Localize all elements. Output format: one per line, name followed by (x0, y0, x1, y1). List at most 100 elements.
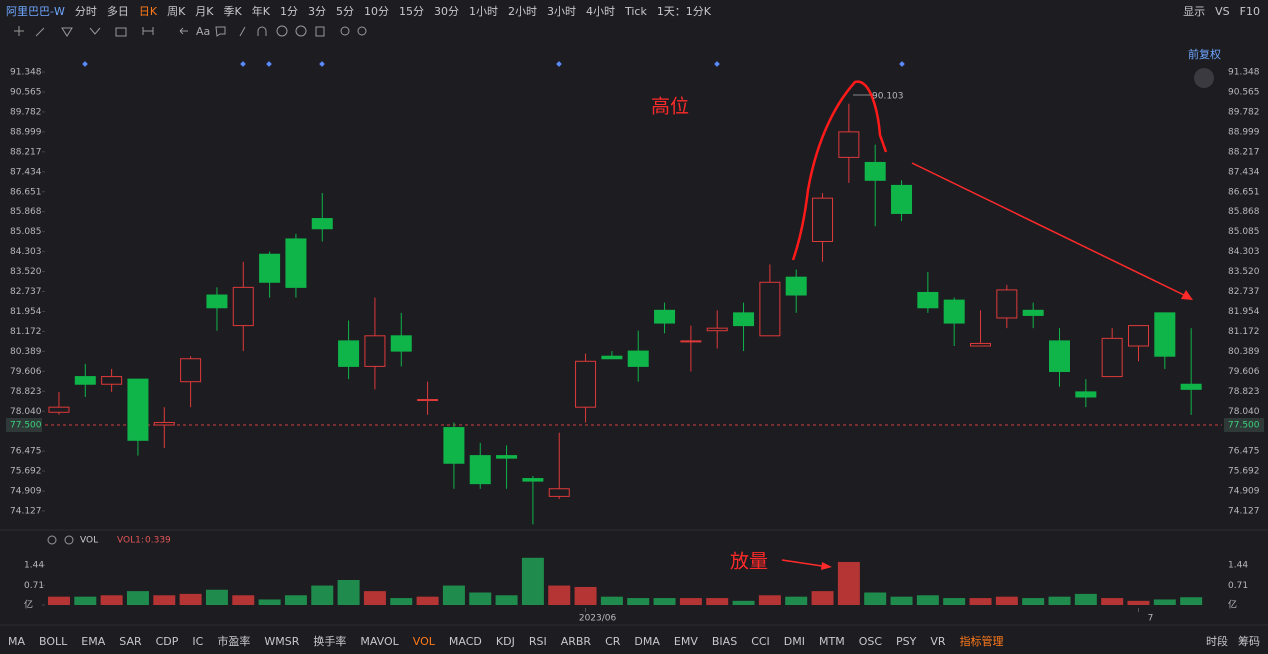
volume-bar (837, 561, 860, 605)
y-tick-label: 91.348 (1228, 68, 1260, 78)
candle-body (654, 309, 676, 324)
volume-bar (1048, 596, 1071, 605)
indicator-tab[interactable]: MTM (819, 634, 845, 648)
volume-tick-label: 0.71 (24, 581, 44, 591)
close-icon[interactable] (64, 535, 74, 545)
y-tick-label: 75.692 (10, 467, 42, 477)
volume-tick-label: 亿 (1228, 599, 1237, 611)
indicator-tab[interactable]: EMA (81, 634, 106, 648)
top-control[interactable]: VS (1215, 4, 1230, 18)
indicator-tab[interactable]: WMSR (264, 634, 300, 648)
y-tick-label: 81.954 (10, 307, 42, 317)
period-tab[interactable]: 1小时 (468, 5, 498, 18)
indicator-tab[interactable]: 换手率 (313, 635, 347, 648)
indicator-tab[interactable]: PSY (896, 634, 917, 648)
volume-bar (600, 596, 623, 605)
y-tick-label: 74.127 (10, 506, 42, 516)
volume-bar (337, 580, 360, 605)
period-tab[interactable]: 年K (251, 5, 270, 18)
indicator-tabs: MA BOLL EMA SAR CDP IC 市盈率 WMSR 换手率 MAVOL VOL MACD K… (0, 628, 1268, 654)
indicator-tab[interactable]: ARBR (560, 634, 592, 648)
candle-body (206, 294, 228, 309)
period-tab[interactable]: 分时 (74, 5, 97, 18)
indicator-tab[interactable]: SAR (119, 634, 142, 648)
indicator-tab[interactable]: BIAS (711, 634, 738, 648)
candle-body (417, 399, 439, 402)
candle-body (1075, 391, 1097, 398)
annotation: 放量 (730, 551, 768, 573)
y-tick-label: 74.909 (1228, 487, 1260, 497)
indicator-tab[interactable]: DMA (634, 634, 660, 648)
candle-body (390, 335, 412, 352)
indicator-tab[interactable]: OSC (858, 634, 883, 648)
volume-bar (574, 586, 597, 605)
candle-body (74, 376, 96, 385)
y-tick-label: 85.085 (1228, 227, 1260, 237)
indicator-tab[interactable]: BOLL (39, 634, 68, 648)
volume-bar (969, 598, 992, 605)
adjust[interactable]: 前复权 (1188, 48, 1221, 61)
y-tick-label: 78.823 (1228, 387, 1260, 397)
period-tab[interactable]: 月K (195, 5, 214, 18)
indicator-tab[interactable]: 指标管理 (959, 635, 1004, 648)
top-control[interactable]: F10 (1239, 4, 1260, 18)
indicator-tab[interactable]: VOL (412, 634, 435, 648)
indicator-tab[interactable]: MAVOL (360, 634, 399, 648)
tab-control[interactable]: 筹码 (1238, 635, 1260, 648)
collapse-button[interactable] (1194, 68, 1214, 88)
indicator-tab[interactable]: CDP (155, 634, 179, 648)
period-tab[interactable]: Tick (624, 4, 647, 18)
period-tab[interactable]: 5分 (335, 5, 354, 18)
period-tab[interactable]: 周K (167, 5, 186, 18)
symbol[interactable]: 阿里巴巴-W (6, 5, 65, 18)
top-control[interactable]: 显示 (1183, 5, 1206, 18)
y-tick-label: 91.348 (10, 68, 42, 78)
event-markers (82, 61, 905, 67)
candle-body (759, 281, 781, 337)
indicator-tab[interactable]: MA (8, 634, 26, 648)
settings-icon[interactable] (47, 535, 57, 545)
period-tab[interactable]: 日K (138, 5, 158, 18)
candle-body (496, 455, 518, 459)
period-tab[interactable]: 3小时 (546, 5, 576, 18)
candle-body (548, 488, 570, 497)
y-tick-label: 82.737 (10, 287, 42, 297)
indicator-tab[interactable]: RSI (528, 634, 547, 648)
y-tick-label: 75.692 (1228, 467, 1260, 477)
indicator-tab[interactable]: CCI (751, 634, 770, 648)
volume-bar (995, 596, 1018, 605)
y-tick-label: 88.217 (10, 147, 42, 157)
y-tick-label: 90.565 (1228, 87, 1260, 97)
candle-body (733, 312, 755, 327)
volume-tick-label: 亿 (24, 599, 33, 611)
period-tab[interactable]: 1分 (279, 5, 298, 18)
indicator-tab[interactable]: KDJ (495, 634, 515, 648)
hand-drawn-curve (791, 80, 888, 261)
period-tab[interactable]: 3分 (307, 5, 326, 18)
indicator-tab[interactable]: 市盈率 (217, 635, 251, 648)
period-tab[interactable]: 4小时 (585, 5, 615, 18)
period-tab[interactable]: 10分 (363, 5, 389, 18)
y-tick-label: 76.475 (1228, 447, 1260, 457)
indicator-tab[interactable]: DMI (783, 634, 806, 648)
indicator-tab[interactable]: MACD (448, 634, 482, 648)
indicator-tab[interactable]: CR (605, 634, 621, 648)
indicator-tab[interactable]: VR (930, 634, 946, 648)
period-tab[interactable]: 2小时 (507, 5, 537, 18)
tab-control[interactable]: 时段 (1206, 635, 1228, 648)
indicator-tab[interactable]: IC (192, 634, 204, 648)
font-tool[interactable]: Aa (196, 25, 211, 38)
period-tab[interactable]: 1天：1分K (656, 5, 712, 18)
x-tick-label: 7 (1148, 614, 1154, 624)
period-tab[interactable]: 30分 (433, 5, 459, 18)
volume-bar (916, 595, 939, 605)
indicator-tab[interactable]: EMV (673, 634, 698, 648)
candle-body (311, 218, 333, 230)
period-tab[interactable]: 多日 (106, 5, 129, 18)
y-tick-label: 84.303 (1228, 247, 1260, 257)
tabs-right: 时段 筹码 (1196, 628, 1260, 654)
period-tab[interactable]: 15分 (398, 5, 424, 18)
annotation: 高位 (651, 96, 689, 118)
period-tab[interactable]: 季K (223, 5, 242, 18)
